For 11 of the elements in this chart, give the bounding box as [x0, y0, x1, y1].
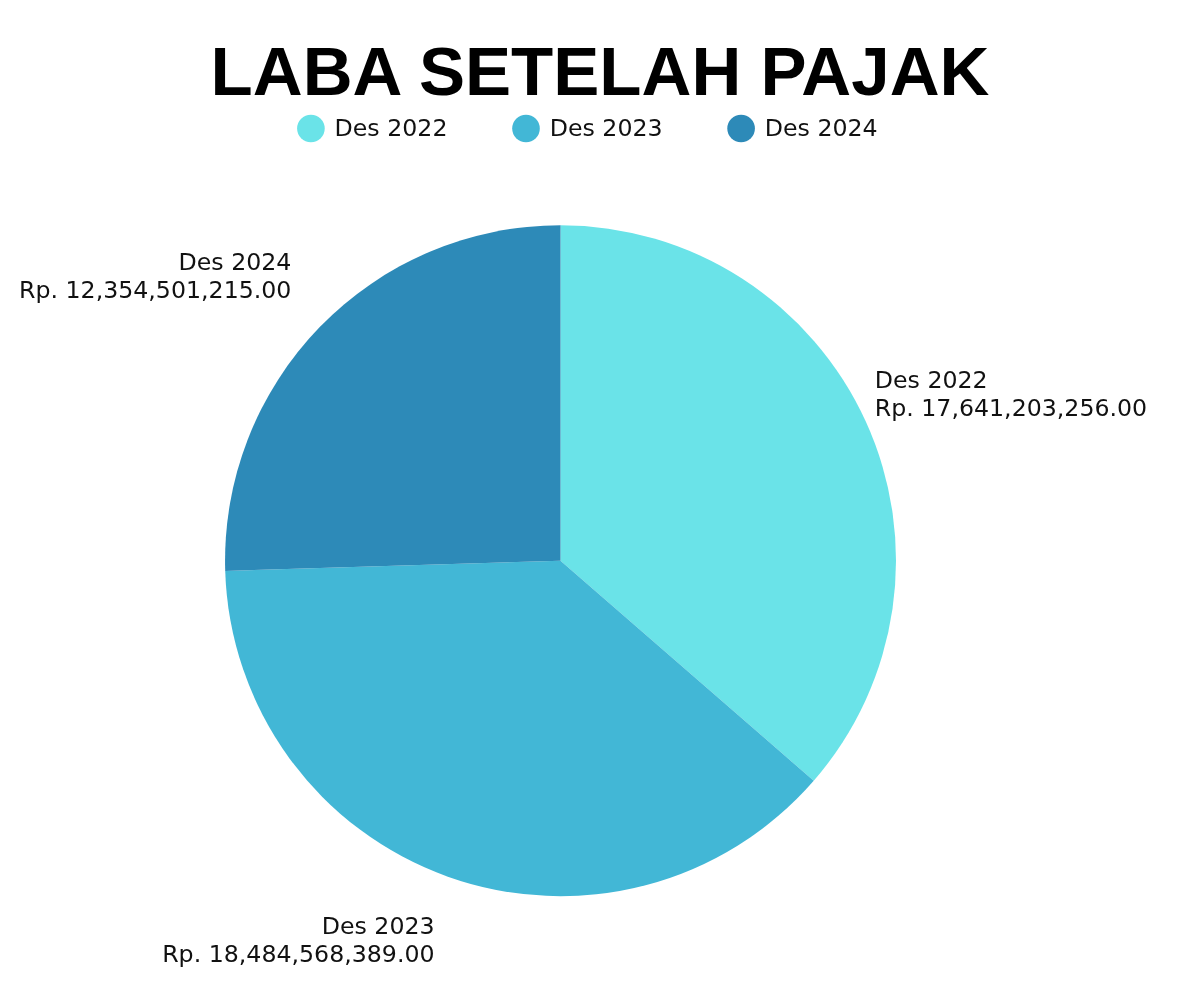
legend-label: Des 2023	[549, 114, 663, 143]
chart-title: LABA SETELAH PAJAK	[210, 31, 990, 110]
slice-label: Des 2022	[874, 365, 988, 394]
legend-label: Des 2022	[334, 114, 448, 143]
slice-label: Des 2023	[321, 911, 435, 940]
data-label: Rp. 12,354,501,215.00	[19, 276, 292, 305]
slice-label: Des 2024	[178, 248, 292, 277]
pie-slice	[225, 560, 814, 897]
data-label: Rp. 18,484,568,389.00	[162, 939, 435, 968]
legend-label: Des 2024	[764, 114, 878, 143]
data-label: Rp. 17,641,203,256.00	[874, 394, 1148, 423]
